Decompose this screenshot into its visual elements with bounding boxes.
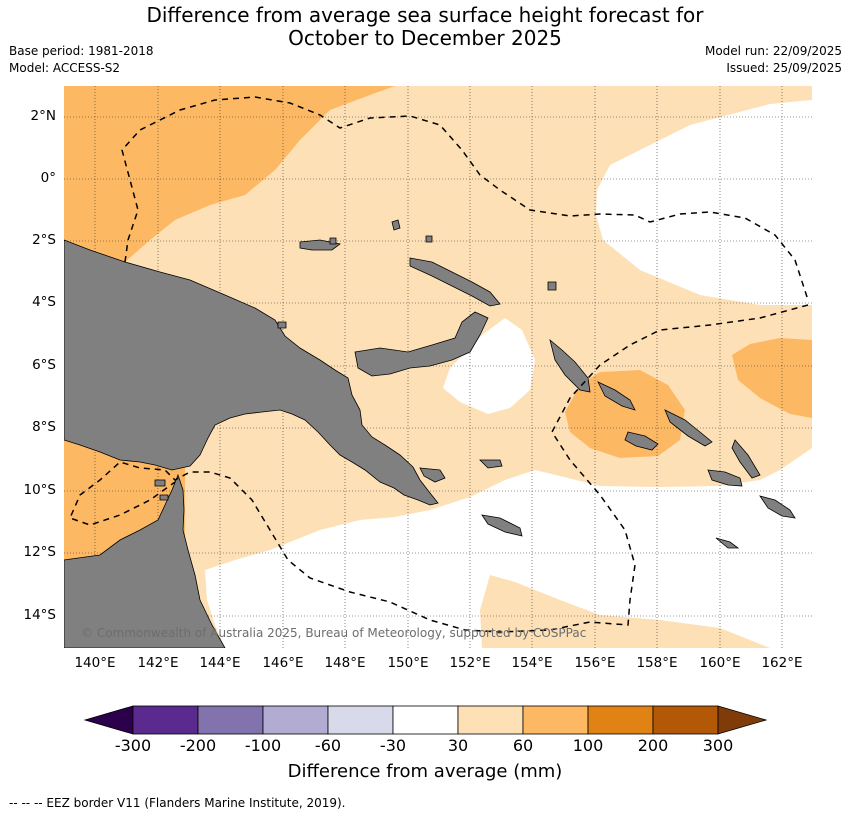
chart-title: Difference from average sea surface heig… bbox=[0, 4, 850, 50]
lat-label-2s: 2°S bbox=[32, 232, 56, 248]
santa-isabel-island bbox=[664, 409, 713, 447]
copyright-watermark: © Commonwealth of Australia 2025, Bureau… bbox=[81, 626, 587, 640]
lat-label-6s: 6°S bbox=[32, 357, 56, 373]
choiseul-island bbox=[597, 381, 636, 411]
new-britain-island bbox=[354, 311, 489, 377]
meta-right: Model run: 22/09/2025 Issued: 25/09/2025 bbox=[705, 43, 842, 77]
eez-legend-note: -- -- -- EEZ border V11 (Flanders Marine… bbox=[9, 796, 346, 810]
colorbar-extend-high bbox=[717, 705, 768, 735]
lon-label-144e: 144°E bbox=[199, 655, 241, 671]
lat-label-12s: 12°S bbox=[23, 544, 57, 560]
colorbar-tick-m30: -30 bbox=[379, 736, 407, 755]
issued-date: Issued: 25/09/2025 bbox=[726, 61, 842, 75]
lon-label-158e: 158°E bbox=[636, 655, 678, 671]
colorbar-tick-m300: -300 bbox=[114, 736, 152, 755]
lon-label-148e: 148°E bbox=[324, 655, 366, 671]
colorbar-tick-m100: -100 bbox=[244, 736, 282, 755]
colorbar-extend-low bbox=[83, 705, 134, 735]
model-run: Model run: 22/09/2025 bbox=[704, 44, 842, 58]
bougainville-island bbox=[549, 338, 591, 393]
colorbar-tick-30: 30 bbox=[447, 736, 469, 755]
torres-islands bbox=[154, 479, 169, 501]
model-name: Model: ACCESS-S2 bbox=[9, 61, 121, 75]
sea-level-map bbox=[64, 86, 812, 648]
colorbar-bin-9 bbox=[652, 705, 719, 735]
louisiade-islands bbox=[481, 514, 523, 537]
colorbar-tick-200: 200 bbox=[637, 736, 669, 755]
lon-label-154e: 154°E bbox=[511, 655, 553, 671]
colorbar-bin-3 bbox=[262, 705, 329, 735]
lon-label-142e: 142°E bbox=[137, 655, 179, 671]
colorbar-bin-4 bbox=[327, 705, 394, 735]
guadalcanal-island bbox=[624, 431, 659, 451]
lon-label-140e: 140°E bbox=[74, 655, 116, 671]
lat-label-8s: 8°S bbox=[32, 419, 56, 435]
title-line-2: October to December 2025 bbox=[288, 26, 562, 50]
anomaly-60-100-east bbox=[732, 338, 812, 418]
colorbar-tick-m60: -60 bbox=[314, 736, 342, 755]
malaita-island bbox=[731, 439, 761, 479]
colorbar-bin-6 bbox=[457, 705, 524, 735]
land bbox=[64, 219, 796, 648]
new-ireland-island bbox=[409, 257, 501, 307]
lat-label-14s: 14°S bbox=[23, 607, 57, 623]
colorbar-bin-5 bbox=[392, 705, 459, 735]
colorbar-tick-60: 60 bbox=[512, 736, 534, 755]
lon-label-162e: 162°E bbox=[761, 655, 803, 671]
lat-label-2n: 2°N bbox=[30, 108, 56, 124]
eez-solomon bbox=[68, 304, 809, 633]
rennell-island bbox=[715, 537, 740, 549]
colorbar-tick-300: 300 bbox=[702, 736, 734, 755]
eez-borders bbox=[68, 96, 809, 633]
colorbar-bin-1 bbox=[132, 705, 199, 735]
title-line-1: Difference from average sea surface heig… bbox=[146, 3, 704, 27]
base-period: Base period: 1981-2018 bbox=[9, 44, 154, 58]
lon-label-146e: 146°E bbox=[262, 655, 304, 671]
anomaly-60-100-northwest bbox=[64, 86, 395, 262]
meta-left: Base period: 1981-2018 Model: ACCESS-S2 bbox=[9, 43, 154, 77]
lat-label-10s: 10°S bbox=[23, 482, 57, 498]
colorbar-bin-8 bbox=[587, 705, 654, 735]
colorbar-label: Difference from average (mm) bbox=[287, 761, 563, 782]
colorbar-bin-7 bbox=[522, 705, 589, 735]
lon-label-150e: 150°E bbox=[387, 655, 429, 671]
lat-label-4s: 4°S bbox=[32, 294, 56, 310]
new-guinea-island bbox=[64, 239, 439, 506]
neutral-region-east bbox=[596, 100, 812, 305]
colorbar-tick-m200: -200 bbox=[179, 736, 217, 755]
trobriand-islands bbox=[479, 459, 503, 469]
neutral-region-center bbox=[443, 318, 535, 414]
eez-png-north bbox=[121, 96, 809, 301]
neutral-region-south bbox=[205, 448, 812, 648]
cape-york-peninsula bbox=[64, 473, 226, 648]
lon-label-160e: 160°E bbox=[699, 655, 741, 671]
anomaly-30-60-northeast bbox=[720, 86, 812, 100]
lat-label-0: 0° bbox=[40, 170, 56, 186]
vanuatu-islands bbox=[759, 495, 796, 519]
small-islands bbox=[277, 219, 557, 329]
colorbar-tick-100: 100 bbox=[572, 736, 604, 755]
makira-island bbox=[707, 469, 743, 487]
colorbar-bin-2 bbox=[197, 705, 264, 735]
lon-label-156e: 156°E bbox=[574, 655, 616, 671]
lon-label-152e: 152°E bbox=[449, 655, 491, 671]
d-entrecasteaux-islands bbox=[419, 467, 446, 483]
